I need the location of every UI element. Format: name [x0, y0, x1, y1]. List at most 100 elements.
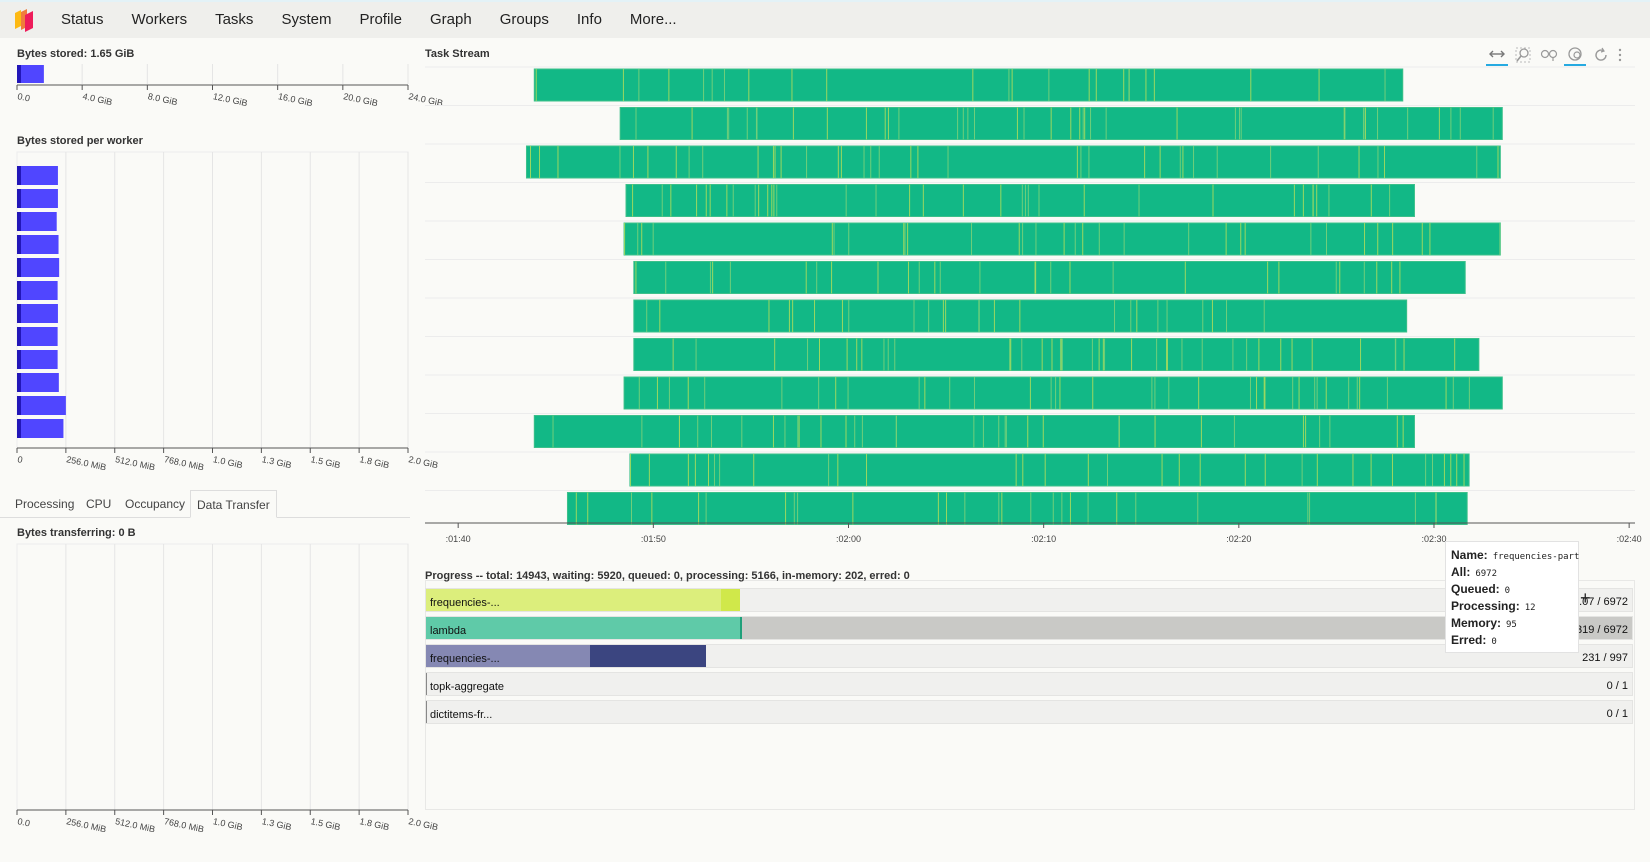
worker-bytes-bar[interactable]	[17, 327, 58, 346]
worker-bytes-bar-edge	[17, 258, 21, 277]
tooltip-value: 95	[1506, 620, 1517, 630]
per-worker-tick-label: 1.0 GiB	[212, 454, 243, 470]
bytes-stored-tick-label: 12.0 GiB	[212, 91, 248, 108]
tooltip-key: Name:	[1451, 548, 1488, 562]
task-stream-lane-bar[interactable]	[625, 184, 1415, 217]
reset-icon[interactable]	[1590, 44, 1612, 66]
nav-profile[interactable]: Profile	[359, 11, 402, 28]
progress-row-count: 231 / 997	[1582, 652, 1628, 664]
task-stream-title: Task Stream	[425, 48, 490, 60]
bytes-per-worker-title: Bytes stored per worker	[17, 135, 143, 147]
worker-bytes-bar[interactable]	[17, 189, 58, 208]
time-tick-label: :01:40	[446, 534, 471, 544]
tooltip-value: 0	[1504, 586, 1511, 596]
bytes-stored-chart[interactable]: 0.0 4.0 GiB 8.0 GiB 12.0 GiB 16.0 GiB 20.0 Gi…	[0, 62, 444, 122]
tab-data-transfer[interactable]: Data Transfer	[190, 490, 277, 518]
bytes-stored-bar[interactable]	[17, 65, 44, 83]
time-tick-label: :02:20	[1226, 534, 1251, 544]
bytes-stored-tick-label: 0.0	[17, 91, 31, 103]
worker-bytes-bar[interactable]	[17, 212, 57, 231]
task-stream-lane-bar[interactable]	[619, 107, 1503, 140]
worker-bytes-bar[interactable]	[17, 350, 58, 369]
tooltip-key: Erred:	[1451, 633, 1487, 647]
transfer-tick-label: 512.0 MiB	[114, 816, 156, 834]
wheel-zoom-icon[interactable]	[1538, 44, 1560, 66]
progress-row-label: lambda	[430, 625, 467, 637]
worker-bytes-bar[interactable]	[17, 304, 58, 323]
progress-processing-fill	[426, 673, 427, 695]
nav-status[interactable]: Status	[61, 11, 104, 28]
tab-occupancy[interactable]: Occupancy	[125, 497, 186, 511]
worker-bytes-bar[interactable]	[17, 258, 60, 277]
task-stream-lane-bar[interactable]	[566, 492, 1468, 525]
nav-groups[interactable]: Groups	[499, 11, 549, 28]
bytes-transferring-chart[interactable]: 0.0 256.0 MiB 512.0 MiB 768.0 MiB 1.0 GiB 1.3…	[0, 542, 439, 842]
progress-processing-fill	[590, 645, 706, 667]
worker-bytes-bar-edge	[17, 304, 21, 323]
pan-icon[interactable]	[1486, 44, 1508, 66]
left-tabs: Processing CPU Occupancy Data Transfer	[0, 490, 410, 518]
worker-bytes-bar-edge	[17, 189, 21, 208]
nav-graph[interactable]: Graph	[429, 11, 472, 28]
worker-bytes-bar-edge	[17, 235, 21, 254]
transfer-tick-label: 1.3 GiB	[261, 816, 292, 832]
worker-bytes-bar[interactable]	[17, 373, 59, 392]
task-stream-lane-bar[interactable]	[633, 261, 1466, 294]
worker-bytes-bar[interactable]	[17, 419, 64, 438]
worker-bytes-bar-edge	[17, 350, 21, 369]
nav-workers[interactable]: Workers	[131, 11, 188, 28]
per-worker-tick-label: 0	[17, 454, 24, 465]
nav-system[interactable]: System	[281, 11, 332, 28]
progress-row[interactable]: dictitems-fr... 0 / 1	[425, 700, 1633, 724]
transfer-tick-label: 1.5 GiB	[310, 816, 341, 832]
tab-cpu[interactable]: CPU	[86, 497, 112, 511]
transfer-tick-label: 2.0 GiB	[408, 816, 439, 832]
bytes-stored-bar-edge	[17, 65, 21, 83]
toolbar-menu-icon[interactable]	[1616, 44, 1624, 66]
progress-row-count: 0 / 1	[1606, 708, 1628, 720]
tooltip-value: 12	[1524, 603, 1536, 613]
worker-bytes-bar[interactable]	[17, 235, 59, 254]
task-stream-lane-bar[interactable]	[633, 338, 1480, 371]
crosshair-cursor-icon: +	[1580, 588, 1591, 608]
progress-row-label: frequencies-...	[430, 597, 500, 609]
nav-tasks[interactable]: Tasks	[215, 11, 254, 28]
task-stream-lane-bar[interactable]	[623, 376, 1503, 410]
progress-row[interactable]: topk-aggregate 0 / 1	[425, 672, 1633, 696]
per-worker-tick-label: 1.3 GiB	[261, 454, 292, 470]
dask-logo-icon[interactable]	[13, 8, 35, 32]
task-stream-lane-bar[interactable]	[623, 222, 1501, 256]
nav-more[interactable]: More...	[629, 11, 677, 28]
progress-memory-fill	[426, 645, 591, 667]
task-stream-lane-bar[interactable]	[629, 453, 1470, 487]
progress-title: Progress -- total: 14943, waiting: 5920,…	[425, 570, 910, 582]
hover-icon[interactable]	[1564, 44, 1586, 66]
progress-row-label: dictitems-fr...	[430, 709, 493, 721]
transfer-tick-label: 1.8 GiB	[359, 816, 390, 832]
task-stream-lane-bar[interactable]	[525, 145, 1501, 179]
progress-tooltip: Name: frequencies-part All: 6972 Queued: 0 …	[1445, 541, 1579, 653]
nav-info[interactable]: Info	[576, 11, 602, 28]
progress-row[interactable]: frequencies-... 231 / 997	[425, 644, 1633, 668]
task-stream-lane-bar[interactable]	[533, 415, 1415, 448]
task-stream-toolbar	[1486, 44, 1624, 66]
progress-row[interactable]: frequencies-... ...07 / 6972	[425, 588, 1633, 612]
bytes-per-worker-chart[interactable]: 0 256.0 MiB 512.0 MiB 768.0 MiB 1.0 GiB 1.3 G…	[0, 150, 439, 475]
worker-bytes-bar[interactable]	[17, 166, 58, 185]
progress-row-label: frequencies-...	[430, 653, 500, 665]
tab-processing[interactable]: Processing	[15, 497, 75, 511]
progress-row[interactable]: lambda ...319 / 6972	[425, 616, 1633, 640]
transfer-tick-label: 0.0	[17, 816, 31, 828]
progress-row-count: ...07 / 6972	[1572, 596, 1628, 608]
progress-row-label: topk-aggregate	[430, 681, 504, 693]
tooltip-value: frequencies-part	[1492, 552, 1580, 562]
tooltip-key: Processing:	[1451, 599, 1520, 613]
tooltip-value: 0	[1491, 637, 1497, 647]
box-zoom-icon[interactable]	[1512, 44, 1534, 66]
tooltip-key: Queued:	[1451, 582, 1500, 596]
worker-bytes-bar[interactable]	[17, 281, 58, 300]
worker-bytes-bar[interactable]	[17, 396, 66, 415]
task-stream-lane-bar[interactable]	[533, 68, 1404, 102]
bytes-transferring-title: Bytes transferring: 0 B	[17, 527, 136, 539]
task-stream-chart[interactable]: :01:40:01:50:02:00:02:10:02:20:02:30:02:…	[425, 66, 1642, 546]
